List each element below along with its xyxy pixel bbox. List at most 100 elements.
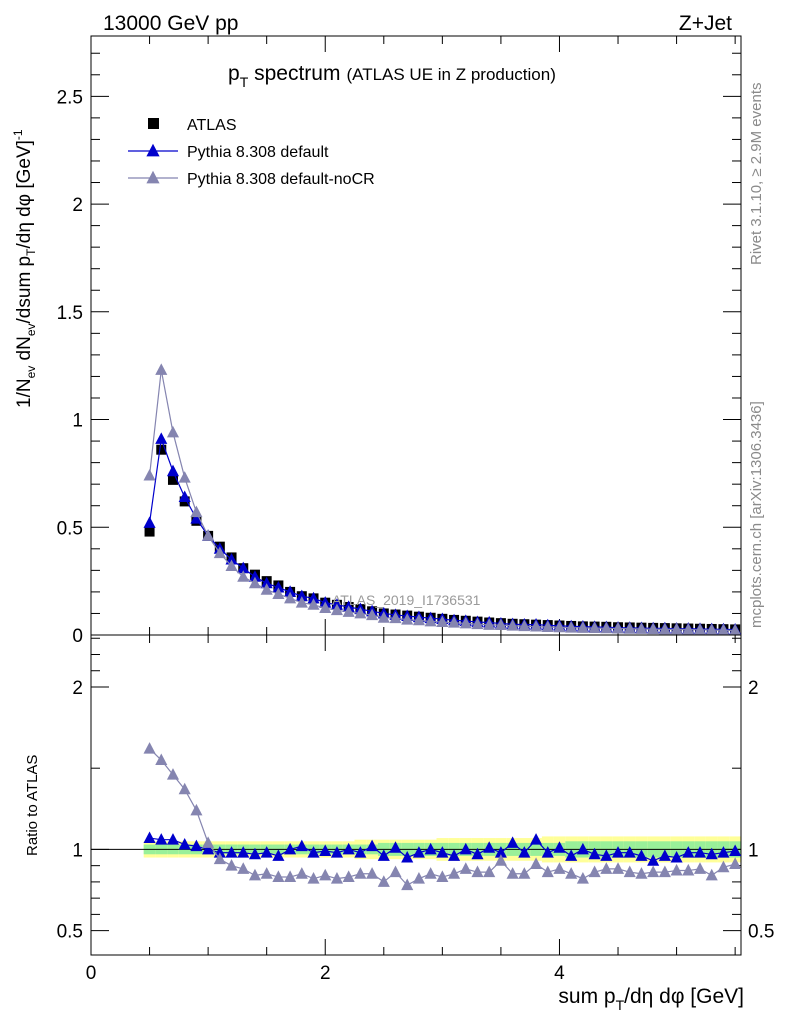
main-y-tick-label: 2.5 (57, 87, 83, 108)
x-tick-label: 2 (320, 963, 331, 984)
ratio-data-point (178, 782, 191, 795)
ratio-data-point (588, 847, 601, 860)
mc-data-point (729, 623, 742, 636)
mc-data-point (693, 623, 707, 635)
mc-data-point (178, 490, 191, 503)
ratio-data-point (553, 841, 566, 853)
ratio-data-point (155, 753, 168, 766)
ratio-data-point (401, 878, 414, 891)
mc-data-point (225, 559, 238, 572)
ratio-data-point (284, 842, 297, 855)
mc-data-point (647, 622, 660, 635)
legend-label: ATLAS (187, 117, 237, 134)
atlas-data-point (156, 444, 167, 455)
mc-data-point (155, 432, 168, 444)
ratio-data-point (717, 860, 730, 873)
ratio-data-point (717, 846, 730, 858)
ratio-axis-label: Ratio to ATLAS (24, 755, 41, 856)
ratio-data-point (623, 865, 636, 878)
y-label-a: 1/N (14, 378, 35, 408)
ratio-data-point (658, 849, 671, 861)
ratio-y-tick-label-right: 1 (748, 840, 759, 861)
legend-label: Pythia 8.308 default (187, 144, 329, 161)
ratio-data-point (565, 867, 578, 879)
ratio-data-point (541, 846, 554, 858)
mcplots-site-text: mcplots.cern.ch [arXiv:1306.3436] (748, 401, 765, 628)
ratio-frame (90, 634, 742, 956)
y-label-c-sub: T (24, 248, 38, 256)
ratio-data-point (377, 849, 390, 861)
ratio-data-point (225, 846, 238, 858)
ratio-data-point (705, 847, 718, 860)
ratio-data-point (272, 849, 285, 861)
ratio-data-point (693, 846, 707, 858)
ratio-data-point (459, 842, 472, 855)
mc-data-point (295, 596, 308, 608)
ratio-data-point (647, 854, 660, 866)
atlas-data-point (144, 526, 155, 537)
ratio-data-point (506, 836, 519, 848)
mc-data-point (178, 471, 191, 483)
ratio-data-point (459, 862, 472, 874)
ratio-data-point (307, 846, 320, 858)
mc-data-point (190, 505, 203, 518)
mc-data-point (565, 621, 578, 633)
ratio-data-point (190, 803, 203, 816)
mc-data-point (436, 615, 449, 628)
ratio-y-tick-label: 0.5 (57, 922, 83, 943)
atlas-data-point (167, 474, 178, 485)
mc-data-point (541, 620, 554, 632)
ratio-data-point (600, 849, 613, 861)
rivet-version-text: Rivet 3.1.10, ≥ 2.9M events (748, 83, 765, 266)
ratio-data-point (448, 849, 461, 861)
main-panel-series (143, 363, 742, 636)
plot-title-rest: spectrum (248, 62, 340, 85)
mc-data-point (389, 611, 402, 624)
mc-data-point (635, 622, 648, 634)
ratio-data-point (682, 846, 695, 858)
main-y-tick-label: 2 (72, 195, 83, 216)
mc-data-point (494, 618, 507, 631)
mc-data-point (284, 585, 297, 597)
ratio-data-point (166, 768, 180, 780)
mc-data-point (576, 621, 589, 633)
mc-data-point (518, 619, 531, 632)
ratio-data-point (436, 846, 449, 858)
mc-data-point (237, 561, 250, 574)
legend: ATLAS Pythia 8.308 default Pythia 8.308 de… (128, 117, 375, 188)
mc-data-point (670, 622, 683, 635)
ratio-data-point (670, 850, 683, 863)
mc-data-point (611, 621, 625, 634)
legend-square-marker (148, 118, 159, 129)
ratio-data-point (389, 865, 402, 878)
ratio-data-point (518, 867, 531, 879)
ratio-data-point (541, 865, 554, 878)
mc-data-point (166, 464, 180, 477)
ratio-data-point (412, 872, 425, 884)
ratio-data-point (412, 846, 425, 858)
mc-data-point (682, 623, 695, 635)
ratio-data-point (377, 875, 390, 887)
ratio-data-point (213, 852, 226, 865)
ratio-data-point (600, 862, 613, 874)
plot-title-sub: T (240, 74, 249, 90)
mc-data-point (272, 587, 285, 600)
legend-triangle-marker (146, 143, 160, 157)
mc-data-point (307, 598, 320, 610)
x-label-b: /dη dφ [GeV] (624, 985, 744, 1008)
main-y-tick-label: 0 (72, 626, 83, 647)
ratio-data-point (295, 867, 308, 879)
ratio-data-point (647, 865, 660, 878)
ratio-data-point (366, 839, 379, 852)
ratio-y-tick-label-right: 2 (748, 678, 759, 699)
x-tick-label: 4 (554, 963, 565, 984)
ratio-data-point (529, 833, 543, 845)
ratio-data-point (202, 836, 215, 848)
mc-data-point (260, 583, 273, 595)
ratio-data-point (565, 849, 578, 861)
ratio-data-point (202, 842, 215, 855)
mc-data-point (342, 605, 355, 617)
mc-data-point (330, 603, 343, 616)
ratio-data-point (483, 841, 496, 853)
mc-data-point (354, 606, 367, 619)
